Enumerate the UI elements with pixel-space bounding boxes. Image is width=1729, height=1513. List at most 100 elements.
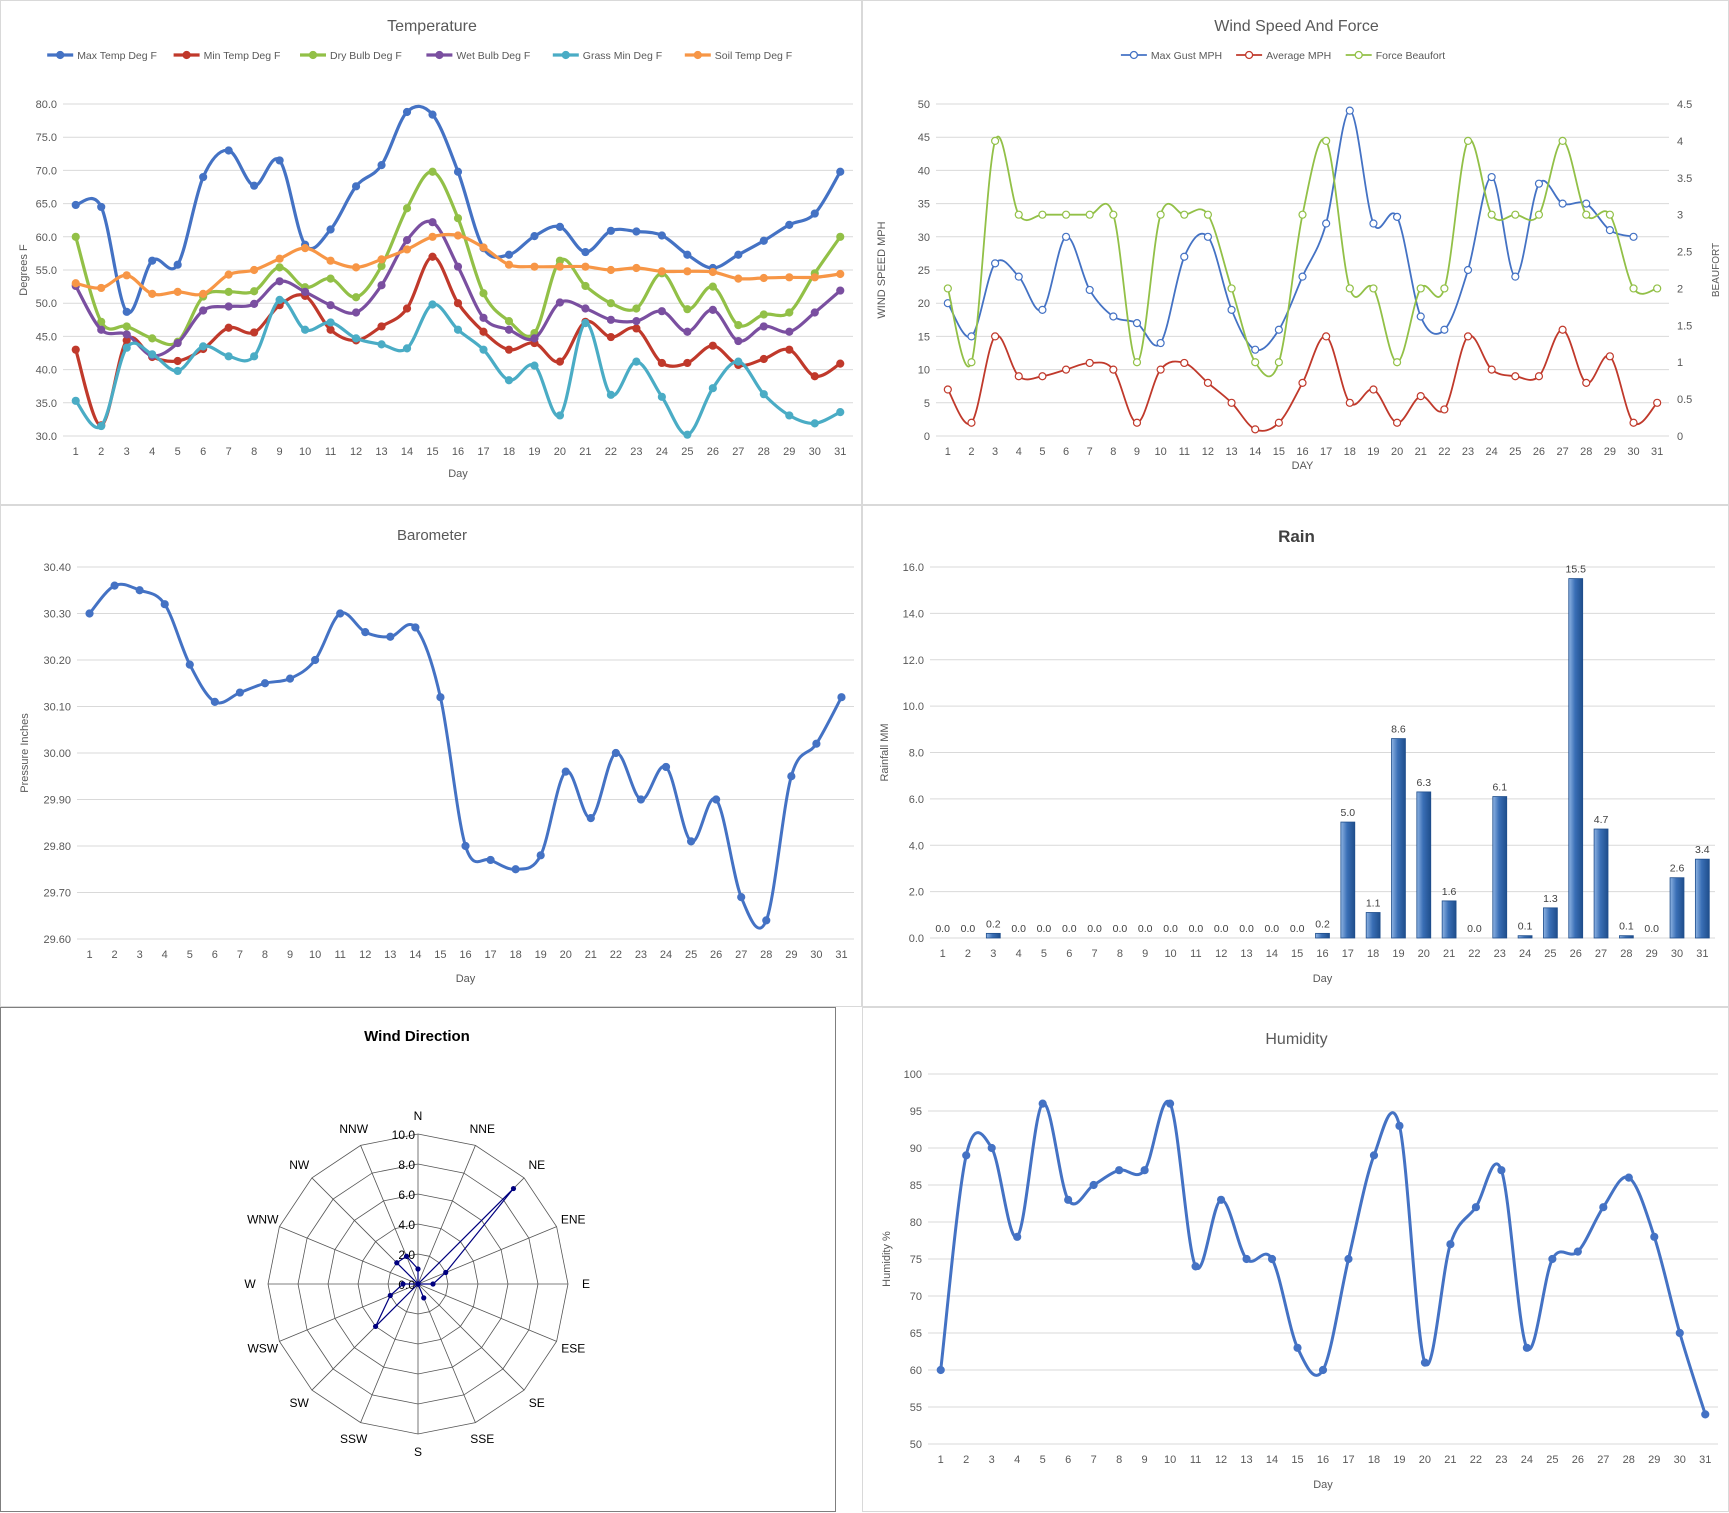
data-point [1675, 1328, 1684, 1338]
x-tick-label: 11 [1190, 1454, 1201, 1466]
y-tick-label: 35.0 [36, 398, 57, 410]
data-point [943, 284, 952, 293]
data-point [428, 252, 437, 261]
bar-data-label: 0.0 [935, 923, 950, 935]
radar-spoke [279, 1283, 419, 1342]
radar-point [415, 1281, 421, 1287]
direction-label: E [582, 1277, 590, 1291]
y-tick-label: 90 [910, 1143, 922, 1155]
x-tick-label: 18 [1344, 446, 1356, 458]
bar-data-label: 15.5 [1566, 564, 1587, 576]
y-right-tick-label: 1 [1677, 357, 1683, 369]
data-point [632, 357, 641, 366]
x-tick-label: 22 [1470, 1454, 1482, 1466]
data-point [1180, 210, 1189, 219]
data-point [991, 259, 1000, 268]
x-tick-label: 11 [334, 949, 345, 961]
data-point [1629, 284, 1638, 293]
data-point [148, 350, 157, 359]
chart-title: Temperature [387, 18, 477, 35]
direction-label: W [244, 1277, 256, 1291]
direction-label: SW [290, 1396, 310, 1410]
data-point [71, 396, 80, 405]
x-tick-label: 29 [785, 949, 797, 961]
data-point [1605, 352, 1614, 361]
radial-tick-label: 10.0 [392, 1128, 416, 1142]
data-point [661, 762, 671, 772]
x-tick-label: 18 [503, 446, 515, 458]
data-point [377, 255, 386, 264]
rain-bar [1568, 578, 1584, 939]
rain-bar [1669, 877, 1685, 939]
data-point [402, 344, 412, 353]
data-point [210, 697, 219, 706]
y-tick-label: 29.90 [43, 795, 71, 807]
data-point [71, 232, 80, 241]
data-point [708, 384, 717, 393]
x-tick-label: 12 [350, 446, 362, 458]
rain-bar [1619, 935, 1634, 939]
data-point [1582, 378, 1591, 387]
y-right-tick-label: 0 [1677, 431, 1683, 443]
chart-title: Wind Direction [364, 1028, 470, 1045]
y-tick-label: 35 [918, 199, 930, 211]
data-point [1487, 210, 1496, 219]
data-point [479, 243, 488, 252]
radar-spoke [279, 1226, 419, 1285]
data-point [1242, 1254, 1251, 1264]
x-tick-label: 19 [1393, 1454, 1405, 1466]
y-tick-label: 100 [904, 1069, 922, 1081]
data-point [97, 421, 106, 431]
x-tick-label: 1 [86, 949, 92, 961]
y-tick-label: 75.0 [36, 132, 57, 144]
data-point [479, 327, 488, 336]
data-point [555, 357, 565, 366]
x-tick-label: 21 [585, 949, 597, 961]
x-tick-label: 8 [251, 446, 257, 458]
y-axis-label: Rainfall MM [879, 723, 891, 781]
data-point [1298, 272, 1307, 281]
x-tick-label: 14 [401, 446, 413, 458]
x-tick-label: 29 [1646, 948, 1658, 960]
x-tick-label: 31 [1699, 1454, 1711, 1466]
bar-data-label: 0.2 [1315, 918, 1330, 930]
data-point [1227, 305, 1236, 314]
data-point [300, 243, 310, 253]
data-point [1203, 378, 1213, 387]
x-tick-label: 18 [510, 949, 522, 961]
data-point [734, 336, 743, 346]
x-tick-label: 3 [124, 446, 130, 458]
data-point [300, 325, 310, 334]
bar-data-label: 0.0 [1087, 923, 1102, 935]
legend-marker [1354, 50, 1363, 60]
legend-label: Average MPH [1266, 50, 1331, 62]
bar-data-label: 0.0 [1214, 923, 1229, 935]
x-tick-label: 20 [1391, 446, 1403, 458]
x-tick-label: 18 [1367, 948, 1379, 960]
data-point [785, 308, 794, 317]
x-tick-label: 27 [1597, 1454, 1609, 1466]
rain-bar [1517, 935, 1533, 939]
y-tick-label: 55 [910, 1402, 922, 1414]
data-point [110, 581, 119, 590]
y-right-tick-label: 4.5 [1677, 99, 1692, 111]
data-point [135, 586, 144, 595]
x-tick-label: 10 [299, 446, 311, 458]
data-point [836, 286, 845, 295]
data-point [351, 263, 361, 272]
x-tick-label: 30 [810, 949, 822, 961]
x-tick-label: 16 [1296, 446, 1308, 458]
data-point [428, 218, 437, 227]
y-tick-label: 95 [910, 1106, 922, 1118]
data-point [1089, 1180, 1098, 1190]
data-point [712, 795, 721, 804]
x-tick-label: 26 [1572, 1454, 1584, 1466]
y-axis-label: Pressure Inches [19, 713, 31, 793]
data-point [71, 345, 80, 354]
x-tick-label: 29 [1604, 446, 1616, 458]
y-tick-label: 40.0 [36, 365, 57, 377]
data-point [160, 600, 169, 609]
data-point [1624, 1173, 1633, 1182]
x-tick-label: 14 [1249, 446, 1261, 458]
bar-data-label: 4.7 [1594, 814, 1609, 826]
